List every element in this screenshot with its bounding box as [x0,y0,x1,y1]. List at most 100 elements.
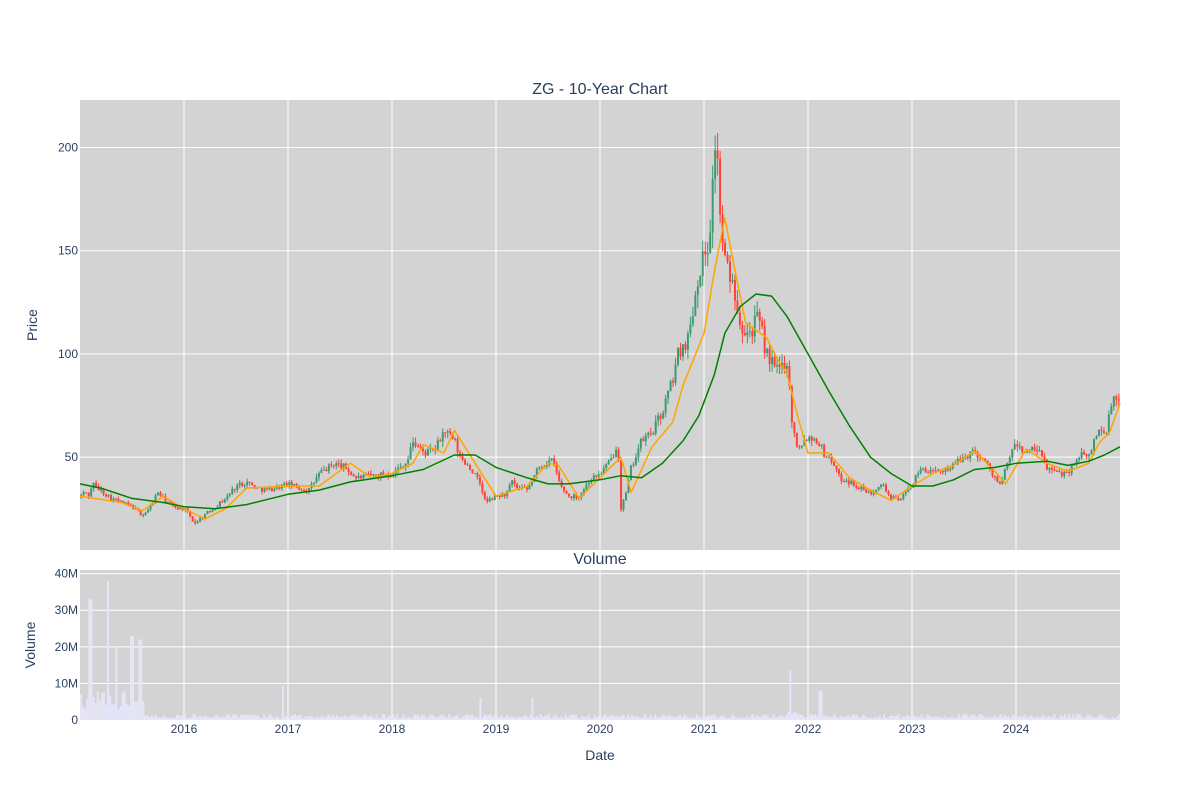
volume-bar [217,716,220,720]
candle-body [109,494,112,501]
candle-body [124,502,127,504]
candle-body [555,463,558,473]
volume-bar [729,718,731,720]
candle-body [922,468,925,470]
volume-bar [735,718,738,720]
candle-body [221,501,224,503]
volume-bar [134,701,137,720]
volume-bar [454,715,457,720]
candle-body [845,480,848,482]
candle-body [761,320,764,327]
candle-body [776,364,779,367]
volume-bar [512,716,515,720]
candle-body [82,492,85,495]
candle-body [590,480,593,483]
volume-bar [192,713,195,720]
volume-bar [248,715,251,720]
volume-bar [672,715,675,720]
candle-body [758,311,761,321]
volume-bar [583,716,586,720]
candle-body [857,488,860,490]
candle-body [248,481,251,483]
volume-bar [654,714,657,720]
volume-bar [329,715,332,720]
candle-body [404,463,407,468]
volume-bar [1068,713,1070,720]
volume-bar [1099,713,1102,720]
candle-body [803,439,806,446]
volume-bar [173,718,176,720]
candle-body [573,494,575,499]
candle-body [907,487,910,493]
volume-bar [1028,715,1031,720]
candle-body [1083,452,1086,455]
candle-body [253,484,256,489]
volume-bar [980,714,983,720]
candle-body [875,489,878,493]
candle-body [1112,396,1115,407]
candle-body [1095,436,1098,439]
volume-bar [100,693,103,720]
volume-bar [962,714,964,720]
volume-bar [837,718,840,720]
volume-bar [182,714,184,720]
volume-bar [487,714,490,720]
volume-bar [1032,717,1035,720]
volume-bar [175,714,178,720]
volume-bar [439,715,442,720]
candle-body [914,475,917,485]
candle-body [1026,452,1029,454]
volume-bar [635,716,638,720]
candle-body [275,485,278,489]
volume-bar [970,714,973,720]
volume-bars [80,580,1120,720]
candle-body [325,469,328,472]
volume-bar [749,715,752,720]
volume-bar [360,716,363,720]
candle-body [268,487,271,490]
volume-bar [130,635,132,720]
candle-body [206,511,209,515]
volume-bar [111,704,114,720]
volume-bar [656,717,659,720]
candle-body [550,458,553,461]
candle-body [80,494,83,497]
candle-body [1050,467,1053,470]
candle-body [1102,430,1105,433]
volume-bar [117,709,120,720]
volume-bar [627,714,630,720]
candle-body [1013,444,1016,450]
volume-bar [785,714,788,720]
candle-body [1055,470,1058,472]
volume-bar [177,715,180,720]
candle-body [412,442,415,448]
volume-bar [313,718,315,720]
candle-body [625,492,627,501]
volume-bar [1063,714,1066,720]
volume-bar [783,717,786,720]
volume-bar [1038,717,1041,720]
volume-bar [949,717,952,720]
candle-body [1041,450,1043,457]
volume-bar [754,716,756,720]
volume-bar [86,698,89,720]
candle-body [860,486,863,489]
volume-bar [955,717,958,720]
volume-y-tick-label: 30M [55,603,78,617]
volume-bar [808,715,810,720]
candle-body [909,487,912,489]
candle-body [231,488,234,494]
candle-body [209,511,211,513]
candle-body [419,447,422,449]
volume-bar [614,716,617,720]
volume-bar [265,717,268,720]
candle-body [662,412,665,419]
volume-grid [80,570,1120,721]
candle-body [1070,464,1073,474]
volume-bar [758,717,761,720]
candle-body [617,449,620,461]
volume-bar [978,714,981,720]
candle-body [597,474,600,477]
candle-body [320,470,323,474]
